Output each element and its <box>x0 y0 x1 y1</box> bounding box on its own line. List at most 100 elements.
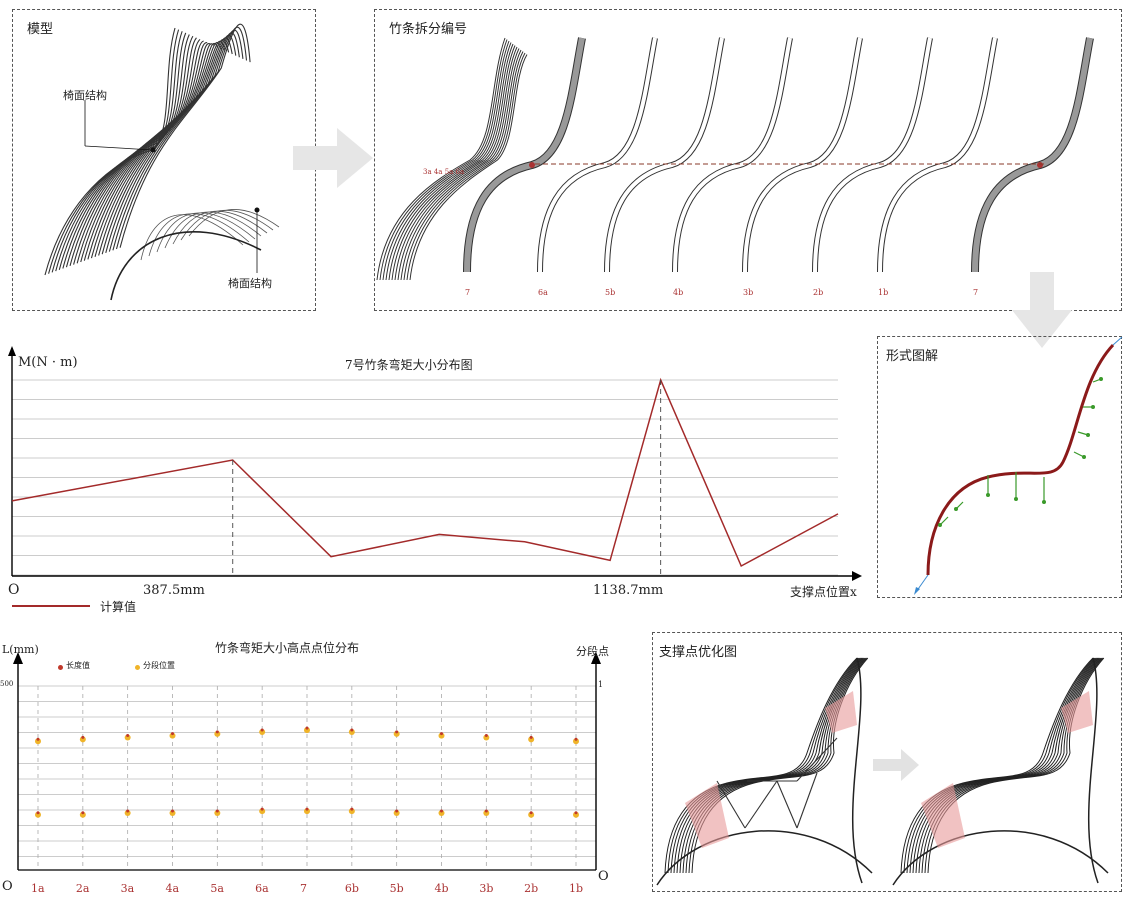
lower-point <box>35 811 41 818</box>
split-title: 竹条拆分编号 <box>389 22 468 37</box>
arrow-right-icon <box>873 749 919 781</box>
points-ylabel-right: 分段点 <box>576 645 609 658</box>
points-ylabel-left: L(mm) <box>2 643 39 656</box>
upper-point-core <box>171 732 174 736</box>
support-line <box>188 209 280 237</box>
support-line <box>164 211 262 249</box>
truss-member <box>776 780 798 829</box>
upper-point-core <box>36 737 40 741</box>
model-label-back: 椅面结构 <box>63 89 107 102</box>
strip-outline <box>971 37 1094 273</box>
support-line <box>180 209 274 241</box>
strip-label: 2b <box>813 288 824 297</box>
truss-member <box>716 780 746 829</box>
upper-point <box>393 730 400 737</box>
moment-ylabel: M(N · m) <box>18 355 78 370</box>
strip-fill <box>743 37 862 273</box>
arrow-right-icon <box>293 128 373 188</box>
chair-base <box>656 830 873 886</box>
lower-point <box>169 809 176 816</box>
upper-point-core <box>574 737 578 741</box>
truss-member <box>796 737 838 782</box>
strip-label: 3b <box>743 288 754 297</box>
bamboo-strip <box>812 37 933 273</box>
upper-point <box>304 727 310 734</box>
load-arrowhead <box>1082 455 1086 459</box>
leader-line <box>84 145 154 151</box>
strip-fill <box>813 37 932 273</box>
strip-outline <box>672 37 793 273</box>
lower-point-core <box>305 807 309 811</box>
chair-drawing <box>656 657 873 886</box>
lower-point-core <box>260 807 264 811</box>
lower-point-core <box>574 811 578 815</box>
moment-chart-svg <box>8 346 862 581</box>
load-arrowhead <box>1091 405 1095 409</box>
category-label: 4b <box>434 882 449 895</box>
chair-strip <box>906 657 1096 874</box>
leader-dot <box>254 207 260 213</box>
strip-line <box>58 34 190 270</box>
upper-point-core <box>529 735 533 739</box>
legend-segment-dot <box>135 665 140 670</box>
stack-strip <box>409 54 528 281</box>
lower-point-core <box>529 811 533 815</box>
points-left-top-tick: 500 <box>0 680 14 688</box>
support-zone <box>1061 691 1093 733</box>
support-diagram <box>656 657 1109 886</box>
upper-point <box>573 738 579 745</box>
support-zone <box>685 783 729 848</box>
category-label: 2b <box>524 882 539 895</box>
model-title: 模型 <box>27 22 54 37</box>
support-panel: 支撑点优化图 <box>652 632 1122 892</box>
left-stack-label: 3a 4a 5a 6a <box>423 168 465 176</box>
lower-point <box>438 809 445 816</box>
bamboo-strip <box>742 37 863 273</box>
bamboo-strip <box>672 37 793 273</box>
strip-node <box>1037 162 1043 168</box>
lower-point-core <box>171 809 174 813</box>
upper-point <box>124 734 131 741</box>
lower-point-core <box>126 809 130 813</box>
lower-point <box>573 811 579 818</box>
moment-marker-1: 387.5mm <box>143 583 205 598</box>
stack-strip <box>406 52 526 281</box>
split-panel: 竹条拆分编号 3a 4a 5a 6a 7 6a 5b 4b 3b 2b 1b 7 <box>374 9 1122 311</box>
points-origin-right: O <box>598 869 609 884</box>
strip-line <box>115 26 248 250</box>
moment-chart: M(N · m) 7号竹条弯矩大小分布图 O 387.5mm 1138.7mm … <box>0 340 870 640</box>
x-axis-arrow <box>852 571 862 581</box>
moment-legend-line <box>12 605 90 607</box>
points-title: 竹条弯矩大小高点点位分布 <box>215 641 360 655</box>
chair-front-leg <box>852 657 863 884</box>
upper-point <box>35 738 41 745</box>
points-right-top-tick: 1 <box>598 680 604 689</box>
strip-outline <box>742 37 863 273</box>
moment-legend-label: 计算值 <box>100 600 137 614</box>
support-line <box>140 214 244 261</box>
category-label: 4a <box>165 882 180 895</box>
points-chart: L(mm) 竹条弯矩大小高点点位分布 分段点 500 1 O O 长度值 分段位… <box>0 636 630 897</box>
category-label: 6b <box>344 882 359 895</box>
lower-point-core <box>350 807 354 811</box>
load-arrowhead <box>986 493 990 497</box>
reaction-arrowhead <box>914 587 920 595</box>
model-label-seat: 椅面结构 <box>228 277 272 290</box>
stack-strip <box>391 45 516 281</box>
truss-member <box>744 780 778 829</box>
strip-label: 5b <box>605 288 616 297</box>
legend-length-label: 长度值 <box>66 661 90 670</box>
bamboo-strip <box>463 37 586 273</box>
split-drawing <box>376 37 1094 281</box>
stack-strip <box>382 40 510 281</box>
load-arrowhead <box>954 507 958 511</box>
legend-segment-label: 分段位置 <box>143 661 175 670</box>
strip-line <box>119 23 251 248</box>
chair-front-leg <box>1088 657 1099 884</box>
strip-label: 6a <box>538 288 548 297</box>
strip-node <box>529 162 535 168</box>
upper-point <box>483 734 490 741</box>
lower-point <box>393 809 400 816</box>
load-arrowhead <box>1086 433 1090 437</box>
upper-point <box>528 736 535 743</box>
